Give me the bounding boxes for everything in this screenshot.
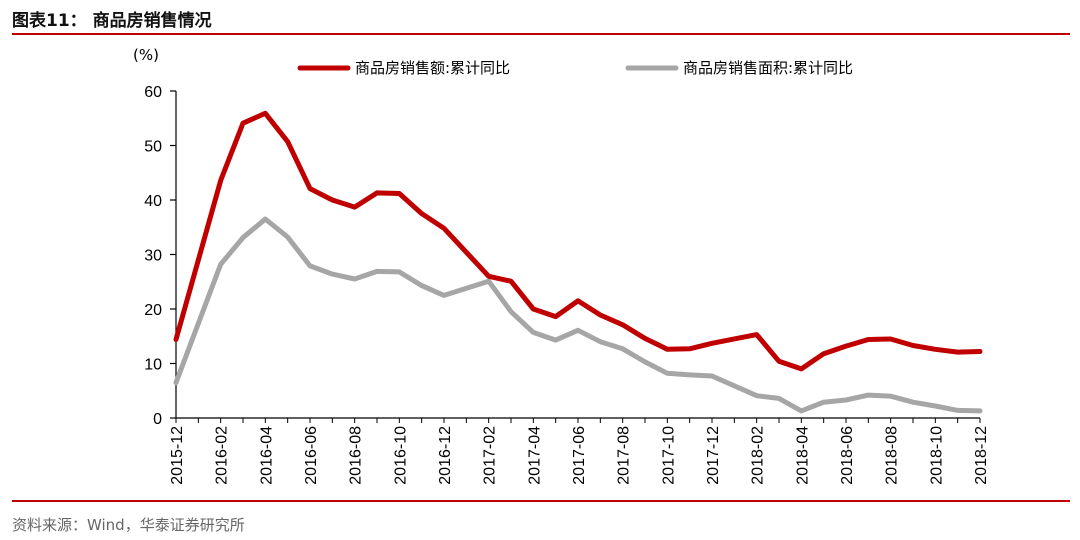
legend-label: 商品房销售额:累计同比: [355, 59, 510, 77]
y-tick-label: 40: [144, 193, 162, 210]
x-tick-label: 2015-12: [169, 426, 186, 485]
x-tick-label: 2016-04: [258, 426, 275, 485]
y-axis-unit: (%): [133, 46, 159, 64]
x-tick-label: 2016-02: [214, 426, 231, 485]
x-tick-label: 2017-02: [482, 426, 499, 485]
y-tick-label: 20: [144, 302, 162, 319]
x-tick-label: 2018-08: [884, 426, 901, 485]
x-tick-label: 2017-10: [660, 426, 677, 485]
y-tick-label: 10: [144, 357, 162, 374]
x-tick-label: 2016-10: [392, 426, 409, 485]
bottom-divider: [12, 500, 1070, 502]
x-tick-label: 2016-12: [437, 426, 454, 485]
x-tick-label: 2018-10: [928, 426, 945, 485]
y-tick-label: 30: [144, 248, 162, 265]
figure-title: 图表11： 商品房销售情况: [12, 11, 212, 31]
series-line-sales-value: [173, 110, 983, 372]
x-tick-label: 2018-02: [750, 426, 767, 485]
y-tick-label: 0: [153, 411, 162, 428]
x-tick-label: 2016-06: [303, 426, 320, 485]
x-tick-label: 2017-12: [705, 426, 722, 485]
source-note: 资料来源：Wind，华泰证券研究所: [12, 516, 245, 534]
x-tick-label: 2017-08: [616, 426, 633, 485]
x-tick-label: 2016-08: [348, 426, 365, 485]
top-divider: [12, 33, 1070, 35]
sales-chart: (%) 0 10 20 30 40 50 60 2015-12 2016-02 2016-04 2…: [133, 46, 990, 485]
x-tick-label: 2018-04: [794, 426, 811, 485]
x-tick-label: 2017-06: [571, 426, 588, 485]
x-tick-label: 2018-06: [839, 426, 856, 485]
y-tick-label: 50: [144, 139, 162, 156]
x-tick-label: 2018-12: [973, 426, 990, 485]
legend-label: 商品房销售面积:累计同比: [683, 59, 853, 77]
y-tick-label: 60: [144, 84, 162, 101]
series-line-sales-area: [173, 216, 983, 414]
x-tick-label: 2017-04: [526, 426, 543, 485]
